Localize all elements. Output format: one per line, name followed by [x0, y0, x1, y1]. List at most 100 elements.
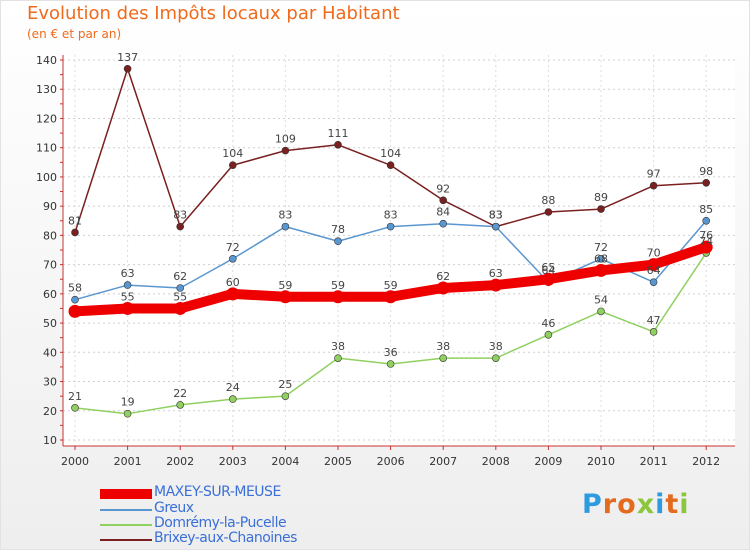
x-tick-label: 2003 [219, 455, 247, 468]
data-point [278, 290, 292, 304]
logo-letter: r [602, 489, 618, 520]
data-label: 24 [226, 381, 240, 394]
data-point [123, 281, 132, 289]
logo-letter: P [582, 489, 603, 520]
data-point [226, 287, 240, 301]
data-label: 46 [541, 317, 555, 330]
data-point [176, 401, 184, 409]
data-label: 65 [541, 261, 555, 274]
data-label: 59 [384, 279, 398, 292]
chart-title: Evolution des Impôts locaux par Habitant [27, 3, 400, 24]
y-tick-label: 20 [43, 405, 57, 418]
data-point [597, 254, 605, 263]
data-label: 111 [328, 127, 349, 140]
y-tick-label: 110 [36, 142, 57, 155]
chart-subtitle: (en € et par an) [27, 27, 122, 41]
data-point [121, 301, 135, 315]
data-point [71, 295, 79, 304]
data-point [173, 301, 187, 315]
data-point [386, 222, 395, 231]
data-label: 83 [173, 209, 187, 222]
data-point [334, 140, 342, 149]
data-point [489, 278, 503, 292]
data-point [597, 205, 605, 213]
data-label: 92 [436, 182, 450, 195]
data-label: 25 [278, 378, 292, 391]
data-label: 83 [384, 209, 398, 222]
data-label: 72 [226, 241, 240, 254]
data-point [176, 284, 184, 292]
data-label: 38 [489, 340, 503, 353]
data-point [68, 304, 82, 318]
data-label: 62 [173, 270, 187, 283]
x-tick-label: 2002 [166, 455, 194, 468]
legend-swatch [100, 524, 152, 526]
data-point [491, 222, 500, 231]
data-point [176, 222, 184, 231]
data-label: 38 [331, 340, 345, 353]
legend-label: Greux [154, 500, 194, 516]
data-point [123, 64, 132, 73]
data-label: 109 [275, 133, 296, 146]
data-point [281, 392, 290, 400]
data-label: 21 [68, 390, 82, 403]
x-tick-label: 2007 [429, 455, 457, 468]
data-label: 47 [647, 314, 661, 327]
data-point [331, 290, 345, 304]
data-label: 54 [594, 293, 608, 306]
data-label: 97 [647, 168, 661, 181]
y-tick-label: 100 [36, 171, 57, 184]
data-point [281, 222, 290, 231]
data-label: 137 [117, 51, 138, 64]
y-tick-label: 130 [36, 83, 57, 96]
y-tick-label: 60 [43, 288, 57, 301]
y-tick-label: 30 [43, 376, 57, 389]
logo-letter: i [679, 489, 690, 520]
data-label: 59 [278, 279, 292, 292]
data-label: 84 [436, 206, 450, 219]
data-label: 104 [380, 147, 401, 160]
y-tick-label: 70 [43, 259, 57, 272]
data-point [647, 258, 661, 272]
data-point [544, 208, 553, 216]
data-point [436, 281, 450, 295]
legend-label: Domrémy-la-Pucelle [154, 515, 287, 531]
data-label: 63 [121, 267, 135, 280]
data-point [439, 196, 448, 205]
data-label: 58 [68, 282, 82, 295]
data-point [594, 263, 608, 277]
x-tick-label: 2009 [534, 455, 562, 468]
data-point [281, 146, 290, 155]
y-tick-label: 40 [43, 346, 57, 359]
data-label: 76 [699, 229, 713, 242]
data-label: 22 [173, 387, 187, 400]
data-label: 59 [331, 279, 345, 292]
x-tick-label: 2012 [692, 455, 720, 468]
data-label: 64 [647, 264, 661, 277]
legend-label: MAXEY-SUR-MEUSE [154, 484, 281, 500]
data-label: 89 [594, 191, 608, 204]
logo-letter: i [655, 489, 666, 520]
legend-swatch [100, 509, 152, 511]
data-label: 85 [699, 203, 713, 216]
data-point [71, 404, 79, 412]
data-point [699, 240, 713, 254]
data-point [334, 354, 342, 362]
data-point [386, 360, 395, 368]
y-tick-label: 50 [43, 317, 57, 330]
data-point [649, 181, 658, 190]
data-point [229, 395, 237, 403]
y-tick-label: 80 [43, 229, 57, 242]
x-tick-label: 2005 [324, 455, 352, 468]
data-label: 19 [121, 396, 135, 409]
data-point [229, 254, 237, 263]
x-tick-label: 2000 [61, 455, 89, 468]
data-label: 83 [489, 209, 503, 222]
data-point [384, 290, 398, 304]
data-point [597, 307, 605, 316]
data-point [544, 330, 553, 339]
data-label: 70 [647, 247, 661, 260]
data-label: 88 [541, 194, 555, 207]
data-point [702, 216, 711, 225]
data-label: 62 [436, 270, 450, 283]
